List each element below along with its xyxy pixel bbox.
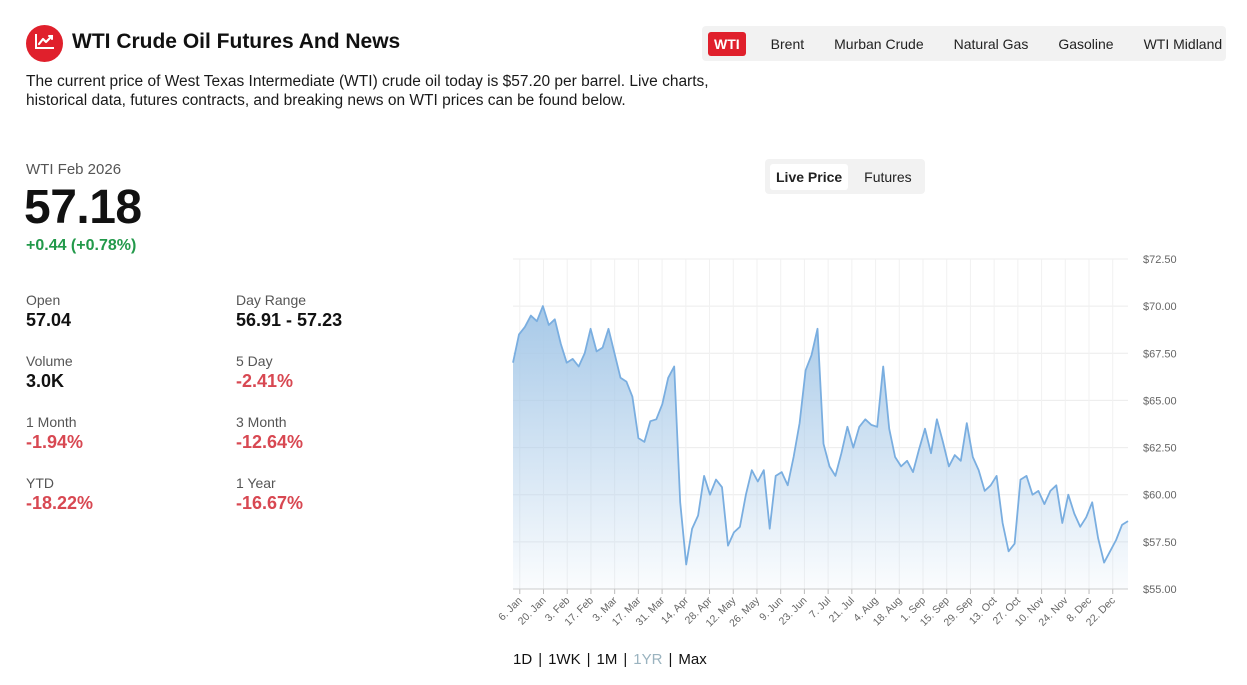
stat-volume: Volume 3.0K bbox=[26, 353, 226, 392]
range-separator: | bbox=[586, 651, 591, 668]
y-tick-label: $62.50 bbox=[1143, 443, 1177, 455]
stat-value: -1.94% bbox=[26, 432, 84, 452]
stat-label: 1 Month bbox=[26, 414, 77, 430]
stat-label: Day Range bbox=[236, 292, 307, 308]
y-tick-label: $70.00 bbox=[1143, 301, 1177, 313]
view-tabs: Live Price Futures bbox=[765, 159, 925, 194]
tab-murban-crude[interactable]: Murban Crude bbox=[834, 35, 924, 52]
tab-gasoline[interactable]: Gasoline bbox=[1058, 35, 1114, 52]
stat-day-range: Day Range 56.91 - 57.23 bbox=[236, 292, 436, 331]
stat-value: -2.41% bbox=[236, 371, 294, 391]
price-line bbox=[512, 305, 1129, 566]
price-change: +0.44 (+0.78%) bbox=[26, 237, 137, 254]
stat-value: 57.04 bbox=[26, 310, 72, 330]
stat-value: 3.0K bbox=[26, 371, 65, 391]
stat-label: 5 Day bbox=[236, 353, 273, 369]
tab-wti-midland[interactable]: WTI Midland bbox=[1143, 35, 1223, 52]
stat-value: -16.67% bbox=[236, 493, 304, 513]
tab-natural-gas[interactable]: Natural Gas bbox=[953, 35, 1029, 52]
price-area bbox=[513, 306, 1128, 589]
x-tick-label: 21. Jul bbox=[827, 595, 857, 625]
range-1wk[interactable]: 1WK bbox=[548, 651, 581, 668]
brand-logo bbox=[26, 25, 63, 62]
range-1d[interactable]: 1D bbox=[513, 651, 533, 668]
range-separator: | bbox=[538, 651, 543, 668]
stat-label: Volume bbox=[26, 353, 73, 369]
stat-value: -12.64% bbox=[236, 432, 304, 452]
range-separator: | bbox=[668, 651, 673, 668]
current-price: 57.18 bbox=[24, 181, 142, 234]
range-separator: | bbox=[623, 651, 628, 668]
stat-label: YTD bbox=[26, 475, 54, 491]
y-tick-label: $72.50 bbox=[1143, 254, 1177, 266]
page-title: WTI Crude Oil Futures And News bbox=[72, 30, 401, 53]
range-selector: 1D | 1WK | 1M | 1YR | Max bbox=[513, 651, 707, 668]
stat-5-day: 5 Day -2.41% bbox=[236, 353, 436, 392]
stat-1-year: 1 Year -16.67% bbox=[236, 475, 436, 514]
range-1m[interactable]: 1M bbox=[596, 651, 618, 668]
y-tick-label: $60.00 bbox=[1143, 490, 1177, 502]
y-tick-label: $55.00 bbox=[1143, 584, 1177, 596]
stat-1-month: 1 Month -1.94% bbox=[26, 414, 226, 453]
range-1yr: 1YR bbox=[633, 651, 663, 668]
stat-label: 3 Month bbox=[236, 414, 287, 430]
price-chart[interactable]: $55.00 $57.50 $60.00 $62.50 $65.00 $67.50 $70.… bbox=[480, 240, 1200, 640]
tab-live-price[interactable]: Live Price bbox=[770, 163, 849, 190]
stat-label: 1 Year bbox=[236, 475, 276, 491]
stat-value: -18.22% bbox=[26, 493, 94, 513]
y-tick-label: $65.00 bbox=[1143, 395, 1177, 407]
stat-value: 56.91 - 57.23 bbox=[236, 310, 343, 330]
tab-brent[interactable]: Brent bbox=[770, 35, 805, 52]
y-tick-label: $57.50 bbox=[1143, 537, 1177, 549]
y-tick-label: $67.50 bbox=[1143, 348, 1177, 360]
contract-name: WTI Feb 2026 bbox=[26, 161, 122, 178]
intro-text: The current price of West Texas Intermed… bbox=[26, 73, 709, 109]
stat-ytd: YTD -18.22% bbox=[26, 475, 226, 514]
range-max[interactable]: Max bbox=[678, 651, 707, 668]
tab-futures[interactable]: Futures bbox=[864, 168, 912, 185]
trend-chart-icon bbox=[34, 32, 56, 55]
tab-wti[interactable]: WTI bbox=[708, 31, 746, 56]
stat-open: Open 57.04 bbox=[26, 292, 226, 331]
commodity-tabs: WTI Brent Murban Crude Natural Gas Gasol… bbox=[702, 26, 1226, 61]
stat-3-month: 3 Month -12.64% bbox=[236, 414, 436, 453]
stat-label: Open bbox=[26, 292, 61, 308]
